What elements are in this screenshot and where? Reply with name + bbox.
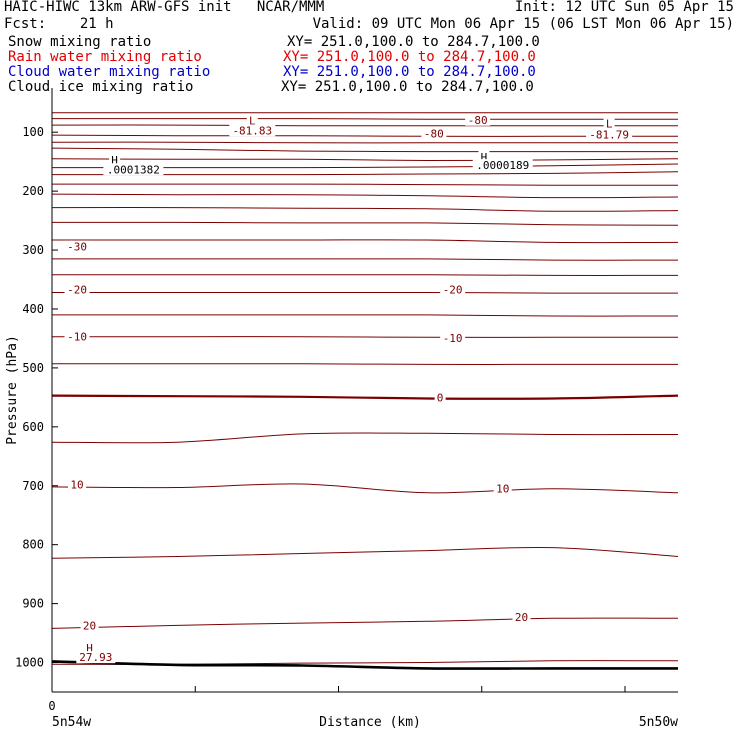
contour-line-16 <box>52 291 679 294</box>
contour-label-4: L <box>606 117 613 130</box>
contour-line-15 <box>51 274 679 276</box>
y-tick-label-100: 100 <box>22 125 44 139</box>
contour-label-8: -20 <box>443 283 463 296</box>
y-axis-title: Pressure (hPa) <box>5 335 20 445</box>
y-tick-label-800: 800 <box>22 538 44 552</box>
y-tick-label-200: 200 <box>22 184 44 198</box>
contour-label-2-bg <box>465 113 491 126</box>
contour-label-10: -10 <box>443 332 463 345</box>
snow-label-1-bg <box>103 163 164 176</box>
x-axis-title: Distance (km) <box>319 715 421 730</box>
snow-label-1: .0001382 <box>107 163 160 176</box>
x-tick-label-0: 0 <box>48 699 55 713</box>
y-tick-label-400: 400 <box>22 302 44 316</box>
contour-label-9: -10 <box>67 331 87 344</box>
legend-cloudwater-name: Cloud water mixing ratio <box>8 64 211 80</box>
contour-label-12-bg <box>68 478 87 491</box>
snow-label-2: H <box>481 151 488 164</box>
contour-label-3-bg <box>421 127 447 140</box>
contour-label-7-bg <box>64 283 90 296</box>
forecast-hour: Fcst: 21 h <box>4 16 114 32</box>
contour-label-2: -80 <box>468 114 488 127</box>
legend-rain-xy: XY= 251.0,100.0 to 284.7,100.0 <box>283 49 536 65</box>
ground-surface-line <box>51 660 678 670</box>
y-tick-label-300: 300 <box>22 243 44 257</box>
snow-label-0: H <box>111 154 118 167</box>
legend-cloudice-xy: XY= 251.0,100.0 to 284.7,100.0 <box>281 79 534 95</box>
contour-label-15-bg <box>512 611 531 624</box>
contour-label-13: 10 <box>496 483 509 496</box>
contour-label-11: 0 <box>437 391 444 404</box>
x-end-label-left: 5n54w <box>52 715 91 730</box>
snow-label-3: .0000189 <box>476 159 529 172</box>
contour-line-23 <box>51 546 679 559</box>
contour-label-10-bg <box>440 331 466 344</box>
contour-line-3 <box>51 134 678 137</box>
contour-label-11-bg <box>434 391 446 404</box>
contour-label-16-bg <box>84 641 96 654</box>
legend-snow-name: Snow mixing ratio <box>8 34 152 50</box>
contour-label-3: -80 <box>424 127 444 140</box>
contour-line-11 <box>51 207 679 212</box>
contour-label-12: 10 <box>70 479 83 492</box>
contour-label-1: -81.83 <box>232 124 272 137</box>
contour-line-20 <box>51 394 679 400</box>
y-tick-label-600: 600 <box>22 420 44 434</box>
contour-line-1 <box>52 118 678 120</box>
contour-line-14 <box>52 258 679 261</box>
contour-label-5-bg <box>586 128 633 141</box>
contour-lines <box>51 112 679 665</box>
contour-label-8-bg <box>440 283 466 296</box>
contour-label-6-bg <box>64 240 90 253</box>
contour-label-4-bg <box>603 117 615 130</box>
contour-line-24 <box>51 617 679 629</box>
legend-cloudice-name: Cloud ice mixing ratio <box>8 79 194 95</box>
contour-line-6 <box>51 158 679 162</box>
y-tick-label-700: 700 <box>22 479 44 493</box>
contour-line-17 <box>52 314 679 317</box>
ground-line <box>51 660 678 670</box>
contour-label-5: -81.79 <box>589 128 629 141</box>
init-time: Init: 12 UTC Sun 05 Apr 15 <box>514 0 734 15</box>
snow-label-3-bg <box>472 159 533 172</box>
chart-title: HAIC-HIWC 13km ARW-GFS init NCAR/MMM <box>4 0 325 15</box>
contour-line-5 <box>51 147 678 153</box>
y-tick-label-1000: 1000 <box>15 656 44 670</box>
contour-line-9 <box>52 183 679 186</box>
contour-line-19 <box>52 363 678 365</box>
contour-label-14-bg <box>80 619 99 632</box>
snow-label-2-bg <box>478 150 490 163</box>
contour-line-10 <box>51 193 679 199</box>
legend-rain-name: Rain water mixing ratio <box>8 49 202 65</box>
contour-label-17-bg <box>76 651 116 664</box>
contour-label-9-bg <box>64 330 90 343</box>
contour-line-18 <box>52 336 678 338</box>
contour-line-12 <box>51 221 679 226</box>
contour-label-17: 27.93 <box>79 651 112 664</box>
contour-label-7: -20 <box>67 283 87 296</box>
y-tick-label-500: 500 <box>22 361 44 375</box>
contour-label-13-bg <box>493 482 512 495</box>
x-end-label-right: 5n50w <box>639 715 678 730</box>
contour-label-14: 20 <box>83 619 96 632</box>
y-tick-label-900: 900 <box>22 597 44 611</box>
legend-snow-xy: XY= 251.0,100.0 to 284.7,100.0 <box>287 34 540 50</box>
contour-line-2 <box>51 124 678 127</box>
contour-label-16: H <box>86 642 93 655</box>
contour-line-21 <box>51 432 679 444</box>
snow-label-0-bg <box>109 153 121 166</box>
valid-time: Valid: 09 UTC Mon 06 Apr 15 (06 LST Mon … <box>312 16 734 32</box>
contour-label-15: 20 <box>515 611 528 624</box>
contour-label-6: -30 <box>67 240 87 253</box>
contour-label-1-bg <box>229 124 276 137</box>
contour-label-0-bg <box>246 114 258 127</box>
contour-label-0: L <box>249 114 256 127</box>
legend-cloudwater-xy: XY= 251.0,100.0 to 284.7,100.0 <box>283 64 536 80</box>
contour-line-22 <box>51 483 679 494</box>
contour-line-13 <box>52 239 679 244</box>
contour-line-4 <box>51 141 678 144</box>
